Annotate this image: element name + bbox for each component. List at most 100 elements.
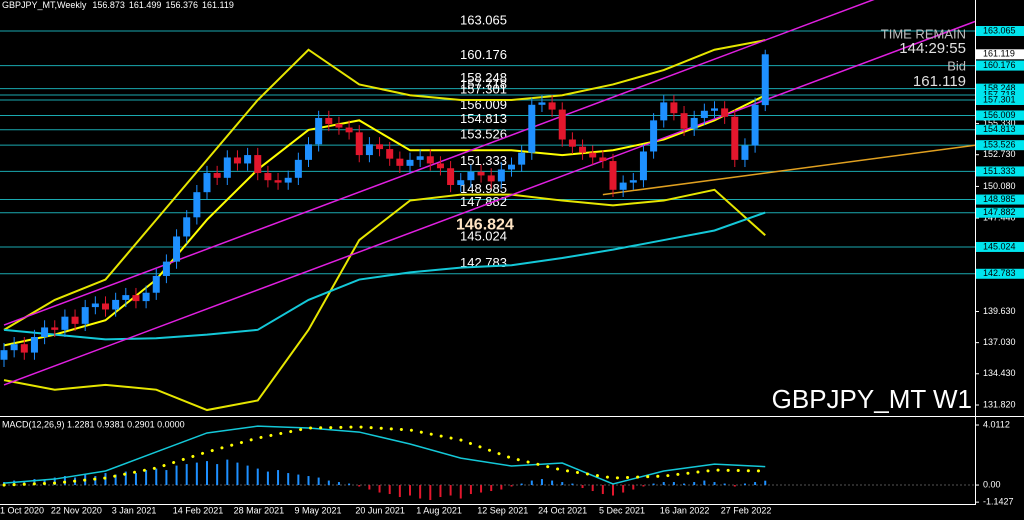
x-tick-label: 16 Jan 2022 xyxy=(660,505,710,515)
candle-body xyxy=(315,117,323,145)
candle-body xyxy=(589,152,597,158)
x-tick-label: 22 Nov 2020 xyxy=(51,505,102,515)
level-box xyxy=(976,60,1024,71)
candle-body xyxy=(173,236,181,262)
candle-body xyxy=(284,177,292,183)
level-box xyxy=(976,166,1024,177)
level-box-label: 157.718 xyxy=(983,89,1016,99)
level-box xyxy=(976,140,1024,151)
macd-bar xyxy=(53,477,56,486)
bid-label: Bid xyxy=(947,58,966,73)
macd-bar xyxy=(540,479,543,486)
trend-line xyxy=(602,144,976,196)
candle-body xyxy=(558,109,566,140)
price-box xyxy=(976,49,1024,60)
candle-body xyxy=(528,104,536,153)
level-box-label: 142.783 xyxy=(983,268,1016,278)
macd-bar xyxy=(145,470,148,486)
macd-bar xyxy=(33,479,36,486)
macd-label: MACD(12,26,9) 1.2281 0.9381 0.2901 0.000… xyxy=(2,419,185,429)
candle-body xyxy=(741,145,749,160)
level-box xyxy=(976,94,1024,105)
level-box-label: 147.882 xyxy=(983,207,1016,217)
x-tick-label: 28 Mar 2021 xyxy=(234,505,285,515)
macd-bar xyxy=(206,461,208,486)
macd-bar xyxy=(622,485,625,493)
macd-bar xyxy=(195,462,198,486)
x-tick-label: 5 Dec 2021 xyxy=(599,505,645,515)
y-tick-label: 131.820 xyxy=(983,399,1016,409)
candle-body xyxy=(508,164,515,170)
candle-body xyxy=(670,102,678,114)
candle-body xyxy=(548,102,556,110)
level-label: 154.813 xyxy=(460,111,507,126)
macd-bar xyxy=(652,483,655,486)
candle-body xyxy=(274,180,282,183)
macd-bar xyxy=(439,485,442,498)
candle-body xyxy=(761,54,769,106)
level-label: 163.065 xyxy=(460,12,507,27)
candle-body xyxy=(345,127,353,133)
macd-bar xyxy=(358,485,361,487)
level-box xyxy=(976,83,1024,94)
candle-body xyxy=(426,156,434,164)
candle-body xyxy=(751,104,759,146)
candle-body xyxy=(203,173,211,193)
macd-bar xyxy=(409,485,411,496)
candle-body xyxy=(457,180,465,185)
candle-body xyxy=(650,120,658,152)
macd-bar xyxy=(388,485,391,495)
candle-body xyxy=(10,344,18,351)
candle-body xyxy=(639,151,647,181)
macd-bar xyxy=(317,477,320,486)
level-box-label: 160.176 xyxy=(983,60,1016,70)
y-tick-label: 150.080 xyxy=(983,181,1016,191)
bid-value: 161.119 xyxy=(913,73,966,90)
x-tick-label: 20 Jun 2021 xyxy=(355,505,405,515)
x-tick-label: 9 May 2021 xyxy=(295,505,342,515)
candle-body xyxy=(41,327,49,338)
macd-y-tick-label: 0.00 xyxy=(983,479,1001,489)
trend-line xyxy=(3,20,976,386)
time-remain-label: TIME REMAIN xyxy=(881,26,966,41)
candle-body xyxy=(497,169,505,182)
annotation: 146.824 xyxy=(456,217,514,234)
candle-body xyxy=(599,157,607,162)
macd-bar xyxy=(277,470,280,486)
candle-body xyxy=(731,116,739,160)
candle-body xyxy=(477,171,485,176)
candle-body xyxy=(355,132,363,156)
macd-bar xyxy=(449,485,452,496)
level-label: 160.176 xyxy=(460,47,507,62)
indicator-line xyxy=(3,188,766,412)
macd-bar xyxy=(571,483,574,486)
candle-body xyxy=(30,337,38,353)
close-readout: 161.119 xyxy=(202,0,234,10)
macd-bar xyxy=(134,473,137,486)
candle-body xyxy=(690,117,698,129)
macd-bar xyxy=(398,485,401,498)
macd-bar xyxy=(510,485,513,487)
candle-body xyxy=(416,156,424,160)
level-box xyxy=(976,207,1024,218)
x-tick-label: 3 Jan 2021 xyxy=(112,505,157,515)
level-box-label: 145.024 xyxy=(983,241,1016,251)
x-tick-label: 12 Sep 2021 xyxy=(477,505,528,515)
candle-body xyxy=(436,163,444,169)
candle-body xyxy=(518,152,526,165)
macd-bar xyxy=(256,468,259,486)
low-readout: 156.376 xyxy=(165,0,198,10)
candle-body xyxy=(102,303,109,310)
macd-bar xyxy=(266,471,269,486)
macd-signal-line xyxy=(2,425,767,487)
price-box-label: 161.119 xyxy=(983,49,1015,59)
candle-body xyxy=(233,157,241,164)
macd-bar xyxy=(337,482,340,486)
macd-bar xyxy=(124,471,127,486)
macd-bar xyxy=(94,476,97,486)
candle-body xyxy=(213,173,221,178)
macd-bar xyxy=(764,480,767,486)
candle-body xyxy=(406,159,414,166)
y-tick-label: 134.430 xyxy=(983,368,1016,378)
